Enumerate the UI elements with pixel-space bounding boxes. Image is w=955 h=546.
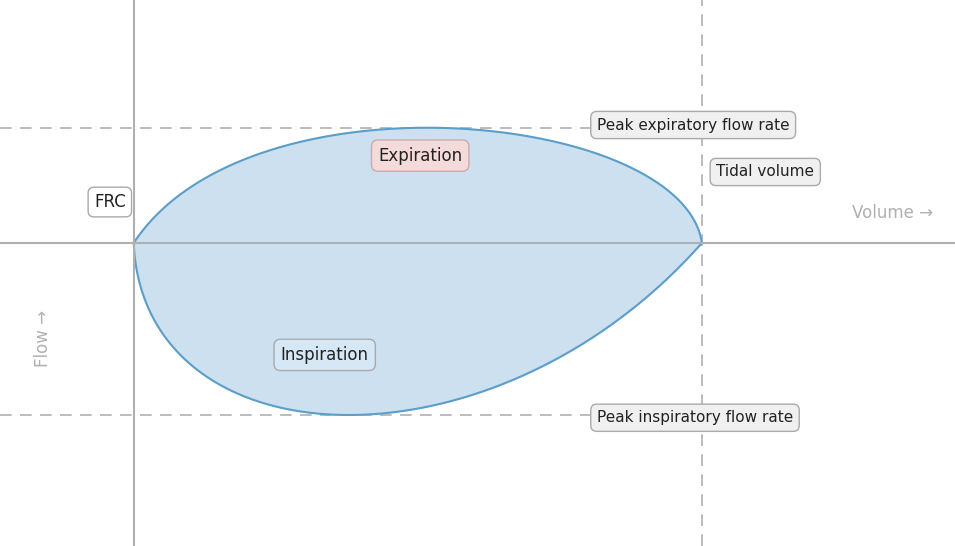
Text: Peak inspiratory flow rate: Peak inspiratory flow rate	[597, 410, 793, 425]
Text: Peak expiratory flow rate: Peak expiratory flow rate	[597, 117, 790, 133]
Polygon shape	[134, 128, 702, 415]
Text: Flow →: Flow →	[34, 310, 52, 367]
Text: Volume →: Volume →	[853, 204, 933, 222]
Text: Expiration: Expiration	[378, 147, 462, 164]
Text: Tidal volume: Tidal volume	[716, 164, 815, 180]
Text: Inspiration: Inspiration	[281, 346, 369, 364]
Text: FRC: FRC	[94, 193, 126, 211]
